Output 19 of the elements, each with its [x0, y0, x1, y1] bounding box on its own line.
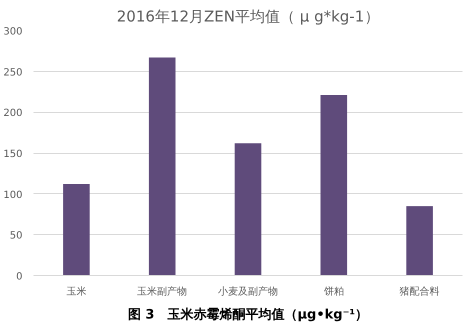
y-tick-label: 100 — [3, 190, 23, 201]
x-tick-label: 玉米 — [66, 286, 86, 298]
chart-title: 2016年12月ZEN平均值（ μ g*kg-1） — [116, 8, 380, 26]
bar — [320, 95, 348, 276]
x-tick-label: 玉米副产物 — [137, 286, 188, 298]
y-tick-label: 50 — [10, 230, 23, 242]
bar — [63, 184, 90, 276]
y-tick-label: 250 — [3, 67, 23, 78]
y-tick-label: 0 — [16, 272, 23, 282]
y-tick-label: 150 — [3, 149, 23, 160]
bar — [148, 57, 176, 276]
x-tick-label: 小麦及副产物 — [218, 286, 278, 298]
x-tick-label: 饼粕 — [322, 286, 344, 298]
y-tick-label: 200 — [3, 108, 23, 120]
bar — [234, 143, 262, 276]
caption: 图 3 玉米赤霉烯酮平均值（μg•kg⁻¹） — [128, 306, 368, 322]
x-tick-label: 猪配合料 — [400, 286, 440, 298]
bar — [406, 206, 433, 276]
y-tick-label: 300 — [3, 26, 23, 38]
